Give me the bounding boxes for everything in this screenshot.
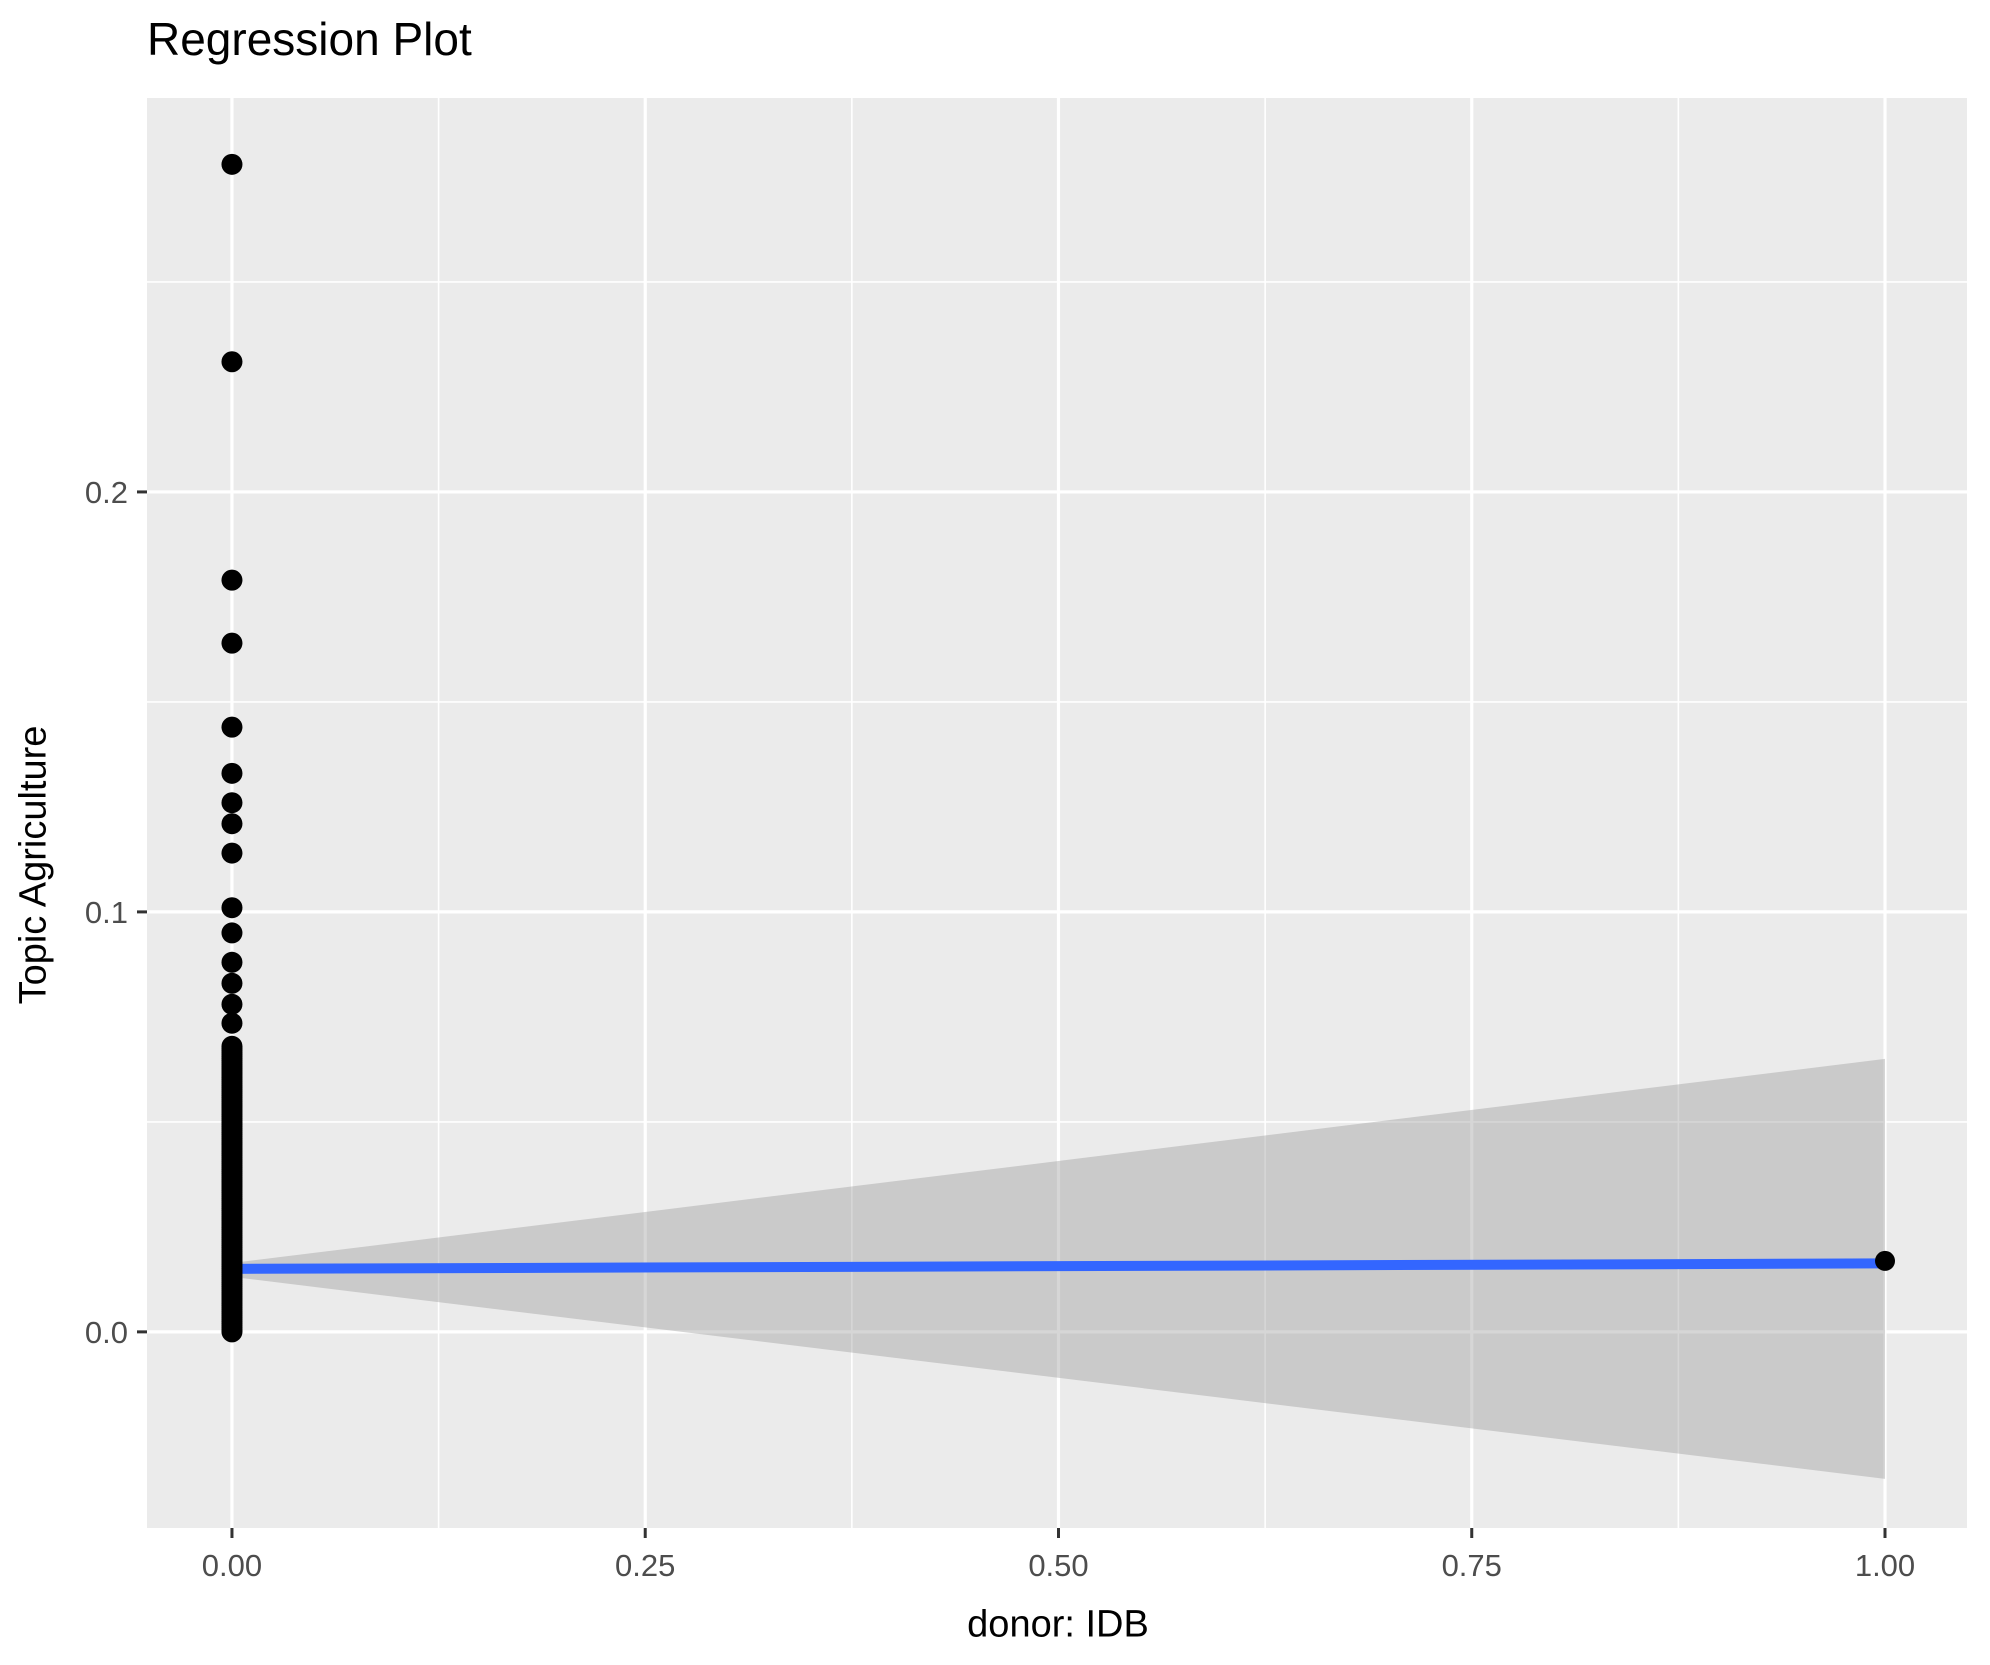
- data-point: [221, 351, 243, 373]
- data-point: [221, 1012, 243, 1034]
- data-point: [221, 632, 243, 654]
- data-point: [221, 153, 243, 175]
- data-point: [221, 792, 243, 814]
- x-tick-label: 0.50: [1028, 1548, 1088, 1583]
- data-point: [221, 762, 243, 784]
- data-point: [221, 716, 243, 738]
- chart-title: Regression Plot: [147, 13, 472, 65]
- data-point: [221, 813, 243, 835]
- regression-line: [231, 1258, 1886, 1274]
- x-axis-title: donor: IDB: [967, 1603, 1149, 1646]
- data-point: [221, 951, 243, 973]
- data-point: [221, 922, 243, 944]
- y-tick-label: 0.1: [85, 895, 128, 930]
- x-tick-label: 0.00: [202, 1548, 262, 1583]
- data-point: [221, 842, 243, 864]
- data-point: [221, 993, 243, 1015]
- x-tick-label: 0.25: [615, 1548, 675, 1583]
- data-point: [221, 897, 243, 919]
- data-point: [221, 569, 243, 591]
- x-tick-label: 0.75: [1442, 1548, 1502, 1583]
- data-point: [221, 1035, 243, 1057]
- x-tick-label: 1.00: [1855, 1548, 1915, 1583]
- y-tick-label: 0.0: [85, 1315, 128, 1350]
- y-tick-label: 0.2: [85, 475, 128, 510]
- data-point: [1875, 1250, 1896, 1271]
- data-point: [221, 972, 243, 994]
